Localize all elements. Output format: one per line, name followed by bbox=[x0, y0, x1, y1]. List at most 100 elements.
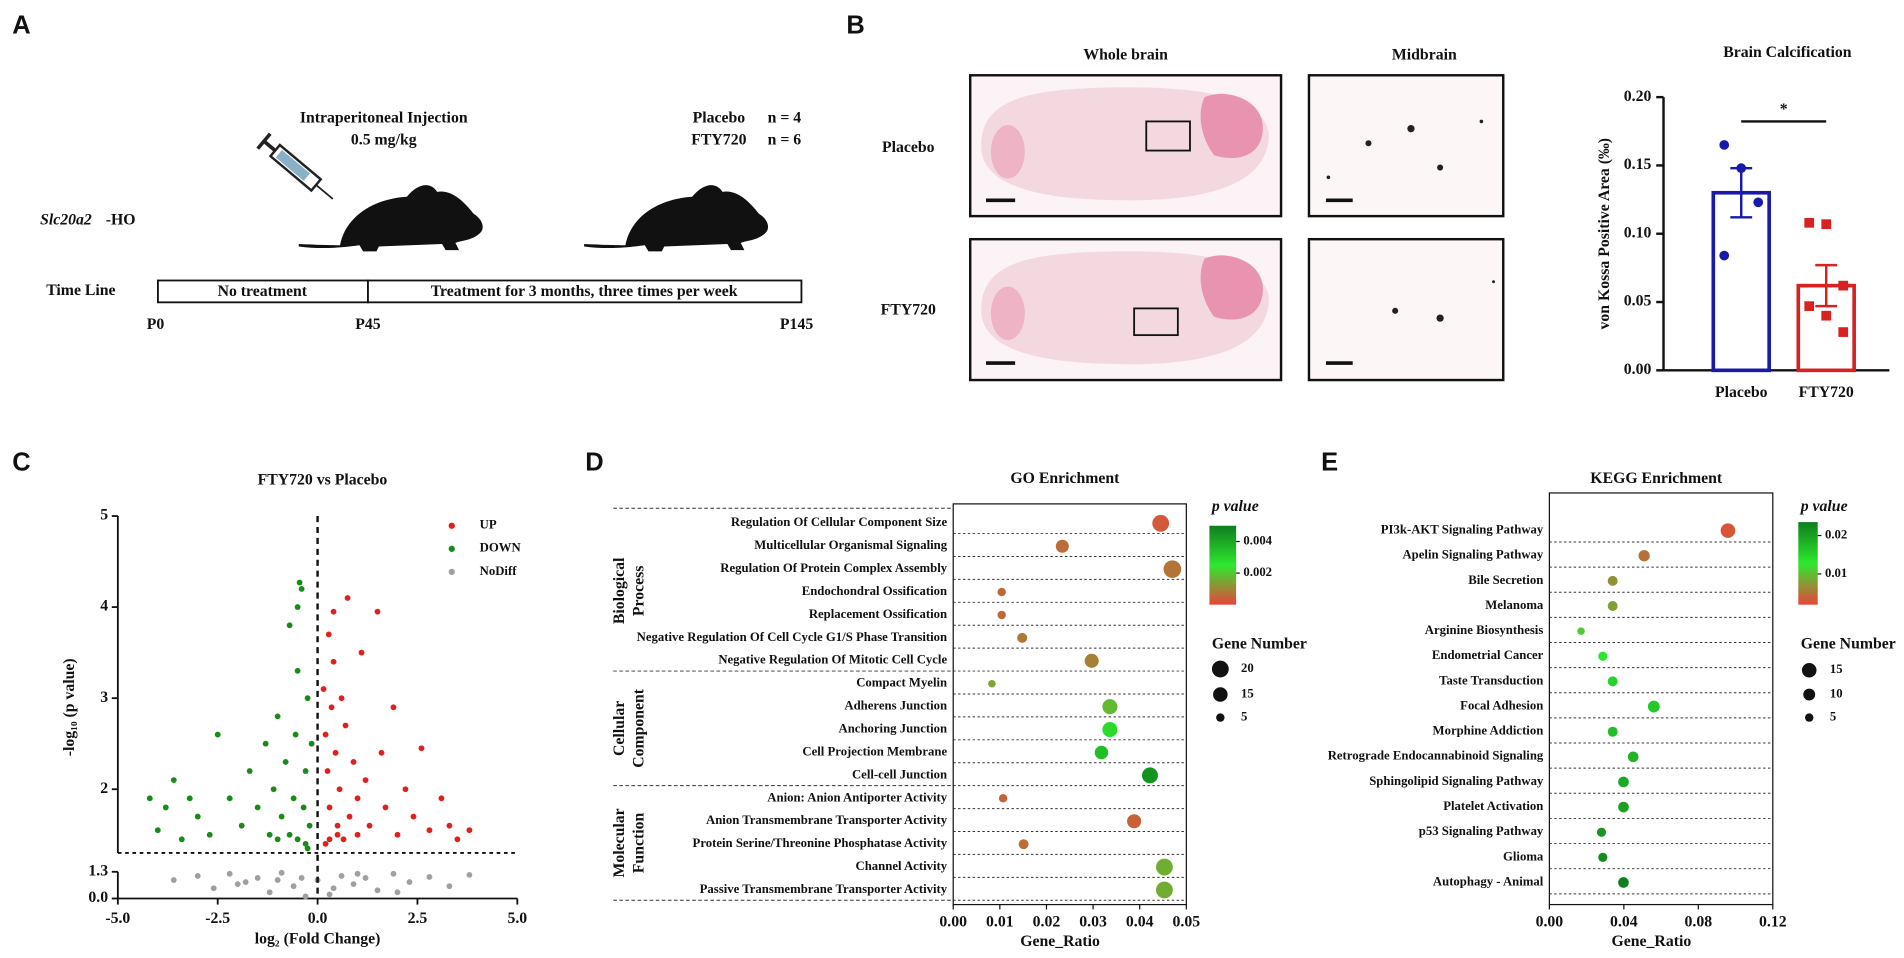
size-legend-label: 5 bbox=[1830, 710, 1836, 724]
panel-label: E bbox=[1321, 449, 1338, 477]
data-point bbox=[1838, 280, 1849, 291]
data-point bbox=[254, 804, 261, 811]
data-point bbox=[402, 786, 409, 793]
y-axis-label: von Kossa Positive Area (‰) bbox=[1596, 138, 1613, 330]
data-point bbox=[322, 731, 329, 738]
category-label: Retrograde Endocannabinoid Signaling bbox=[1328, 749, 1544, 763]
plot-frame bbox=[952, 503, 1187, 906]
dot bbox=[1127, 814, 1142, 829]
y-tick-label: 0.05 bbox=[1624, 293, 1652, 310]
x-axis-label: Gene_Ratio bbox=[1612, 933, 1692, 950]
data-point bbox=[454, 836, 461, 843]
bar bbox=[1711, 190, 1771, 373]
category-label: Bile Secretion bbox=[1468, 573, 1543, 587]
y-tick-label: 0.10 bbox=[1624, 224, 1652, 241]
data-point bbox=[1821, 310, 1832, 321]
legend-label: DOWN bbox=[480, 541, 522, 555]
mouse bbox=[584, 185, 769, 252]
data-point bbox=[1736, 163, 1747, 174]
data-point bbox=[296, 579, 303, 586]
data-point bbox=[238, 822, 245, 829]
category-label: Negative Regulation Of Cell Cycle G1/S P… bbox=[637, 630, 947, 644]
dot bbox=[1102, 699, 1118, 715]
data-point bbox=[330, 658, 337, 665]
dot bbox=[1618, 801, 1629, 813]
dot bbox=[1152, 514, 1170, 532]
x-tick-label: 0.00 bbox=[1536, 913, 1564, 930]
timepoint: P0 bbox=[147, 316, 165, 333]
data-point bbox=[394, 889, 401, 896]
data-point bbox=[390, 870, 397, 877]
chart-title: KEGG Enrichment bbox=[1590, 470, 1723, 487]
midbrain-image bbox=[1307, 237, 1505, 382]
x-tick-label: -5.0 bbox=[105, 910, 130, 927]
data-point bbox=[326, 804, 333, 811]
data-point bbox=[354, 831, 361, 838]
brain-image bbox=[968, 237, 1283, 382]
phase-label: Treatment for 3 months, three times per … bbox=[431, 283, 738, 300]
phase-box bbox=[367, 279, 803, 304]
group-label: Function bbox=[631, 813, 648, 874]
data-point bbox=[210, 885, 217, 892]
data-point bbox=[410, 813, 417, 820]
x-tick-label: 0.05 bbox=[1173, 913, 1201, 930]
chart-title: Brain Calcification bbox=[1723, 44, 1852, 61]
colorbar-tick-label: 0.02 bbox=[1825, 527, 1847, 541]
dot bbox=[1577, 627, 1585, 635]
mouse bbox=[298, 185, 483, 252]
data-point bbox=[302, 768, 309, 774]
data-point bbox=[300, 804, 307, 811]
syringe bbox=[256, 132, 334, 200]
data-point bbox=[320, 686, 327, 692]
data-point bbox=[286, 622, 293, 629]
injection-label: Intraperitoneal Injection bbox=[300, 110, 468, 127]
y-tick-label: 4 bbox=[100, 598, 108, 615]
x-tick-label: 0.08 bbox=[1685, 913, 1713, 930]
data-point bbox=[274, 877, 281, 883]
x-tick-label: 0.02 bbox=[1033, 913, 1061, 930]
category-label: Platelet Activation bbox=[1443, 799, 1543, 813]
panel-label: C bbox=[12, 449, 30, 477]
dot bbox=[1607, 726, 1618, 737]
data-point bbox=[390, 704, 397, 711]
row-label: Placebo bbox=[882, 139, 935, 156]
data-point bbox=[340, 836, 347, 843]
data-point bbox=[426, 874, 433, 880]
strain-suffix: -HO bbox=[106, 212, 136, 229]
data-point bbox=[358, 649, 365, 656]
data-point bbox=[278, 869, 285, 876]
y-tick-label: 0.00 bbox=[1624, 361, 1652, 378]
category-label: Regulation Of Protein Complex Assembly bbox=[720, 561, 947, 575]
size-legend-marker bbox=[1216, 713, 1225, 722]
category-label: Cell-cell Junction bbox=[852, 767, 947, 781]
data-point bbox=[1804, 217, 1815, 228]
strain: Slc20a2 bbox=[40, 212, 92, 229]
data-point bbox=[334, 822, 341, 829]
size-legend-marker bbox=[1805, 713, 1814, 722]
data-point bbox=[446, 822, 453, 829]
x-axis-label: Gene_Ratio bbox=[1020, 933, 1100, 950]
dot bbox=[1607, 601, 1618, 611]
category-label: Sphingolipid Signaling Pathway bbox=[1369, 774, 1544, 788]
data-point bbox=[346, 813, 353, 820]
data-point bbox=[322, 840, 329, 847]
data-point bbox=[226, 870, 233, 877]
dot bbox=[1163, 560, 1182, 578]
dot bbox=[1017, 632, 1028, 643]
data-point bbox=[266, 889, 273, 896]
group-label: Biological bbox=[611, 557, 628, 624]
brain-image bbox=[968, 74, 1283, 218]
category-label: Endochondral Ossification bbox=[802, 584, 947, 598]
y-tick-label: 0.15 bbox=[1624, 156, 1652, 173]
data-point bbox=[382, 804, 389, 811]
group-n: n = 6 bbox=[768, 131, 802, 148]
group-label: Cellular bbox=[611, 701, 628, 756]
data-point bbox=[1719, 250, 1730, 261]
data-point bbox=[330, 608, 337, 615]
data-point bbox=[294, 604, 301, 611]
dot bbox=[997, 587, 1006, 597]
category-label: Passive Transmembrane Transporter Activi… bbox=[700, 882, 948, 896]
dot bbox=[1084, 653, 1099, 668]
significance-label: * bbox=[1780, 101, 1788, 118]
chart-title: GO Enrichment bbox=[1010, 470, 1120, 487]
